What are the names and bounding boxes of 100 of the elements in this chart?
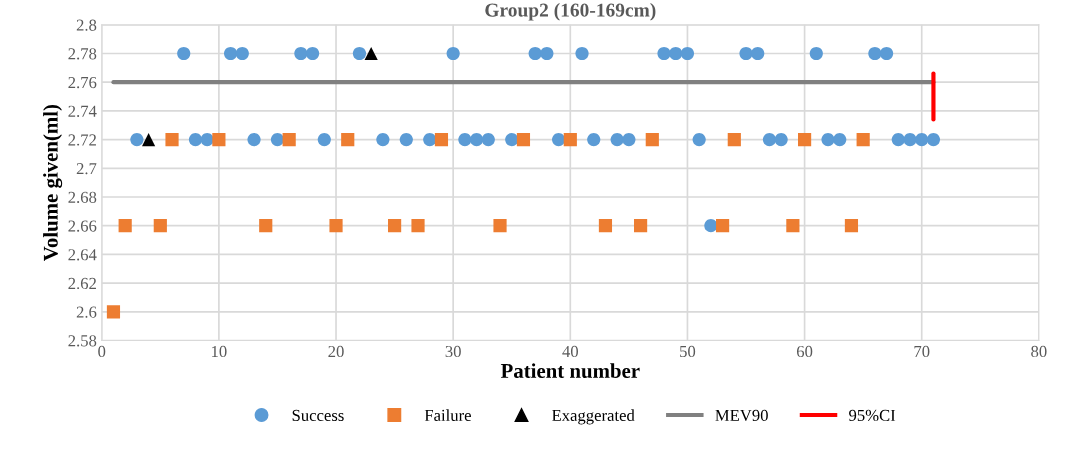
x-tick-label: 40 [562,345,579,358]
x-tick-label: 70 [914,345,930,358]
point [306,46,320,61]
point [833,133,847,147]
legend-label: Success [292,409,344,421]
point [915,133,929,147]
point [739,46,753,61]
x-tick-label: 80 [1031,345,1047,358]
x-tick-label: 20 [328,345,344,358]
point [926,133,941,147]
point [622,133,636,147]
y-tick-label: 2.76 [68,76,97,89]
point [493,219,507,233]
point [470,133,484,147]
point [727,133,741,147]
point [364,46,378,61]
point [200,133,214,147]
y-tick-label: 2.8 [76,19,97,31]
point [177,46,191,61]
point [411,219,425,233]
y-tick-label: 2.6 [76,306,97,318]
point [341,133,355,147]
point [598,219,613,233]
point [903,133,917,147]
point [352,46,367,61]
point [575,46,589,61]
y-axis-title: Volume given(ml) [43,104,63,262]
point [165,133,179,147]
point [704,219,718,233]
point [317,133,331,147]
point [868,46,882,61]
x-tick-label: 0 [98,345,106,358]
point [716,219,730,233]
point [669,46,683,61]
point [634,219,648,233]
y-tick-label: 2.66 [68,220,97,232]
point [505,133,519,147]
point [259,219,273,233]
x-tick-label: 60 [796,345,813,358]
y-tick-label: 2.74 [68,105,97,117]
point [891,133,905,147]
y-tick-label: 2.64 [68,249,97,261]
y-tick-label: 2.78 [68,48,97,60]
point [809,46,823,61]
point [798,133,812,147]
point [880,46,894,61]
y-tick-label: 2.62 [68,277,96,290]
point [856,133,870,147]
point [610,133,624,147]
point [786,219,800,233]
point [235,46,249,61]
legend-label: 95%CI [849,409,896,422]
point [680,46,695,61]
point [844,219,859,233]
point [282,133,296,147]
y-tick-label: 2.68 [68,191,97,204]
point [329,219,343,233]
x-axis-title: Patient number [500,363,640,378]
point [821,133,835,147]
point [142,133,156,147]
point [388,219,402,233]
point [587,133,601,147]
point [118,219,132,233]
chart-title: Group2 (160-169cm) [485,2,656,21]
point [294,46,308,61]
y-tick-label: 2.72 [68,134,96,146]
point [423,133,437,147]
point [540,46,554,61]
point [106,305,121,319]
point [692,133,706,147]
point [751,46,765,61]
point [153,219,167,233]
point [376,133,390,147]
point [130,133,144,147]
point [563,133,577,147]
legend-label: MEV90 [715,409,768,422]
x-tick-label: 10 [212,345,227,358]
point [645,133,659,147]
legend-label: Exaggerated [552,409,635,425]
point [247,133,261,147]
point [458,133,472,147]
point [399,133,413,147]
point [552,133,566,147]
point [212,133,226,147]
point [774,133,788,147]
point [528,46,542,61]
y-tick-label: 2.58 [68,335,97,347]
point [516,133,531,147]
x-tick-label: 30 [445,345,461,358]
legend-label: Failure [424,409,471,421]
point [270,133,285,147]
point [657,46,671,61]
point [762,133,777,147]
y-tick-label: 2.7 [76,163,97,175]
point [481,133,495,147]
point [434,133,449,147]
x-tick-label: 50 [680,345,696,358]
point [446,46,460,61]
point [224,46,238,61]
point [188,133,203,147]
